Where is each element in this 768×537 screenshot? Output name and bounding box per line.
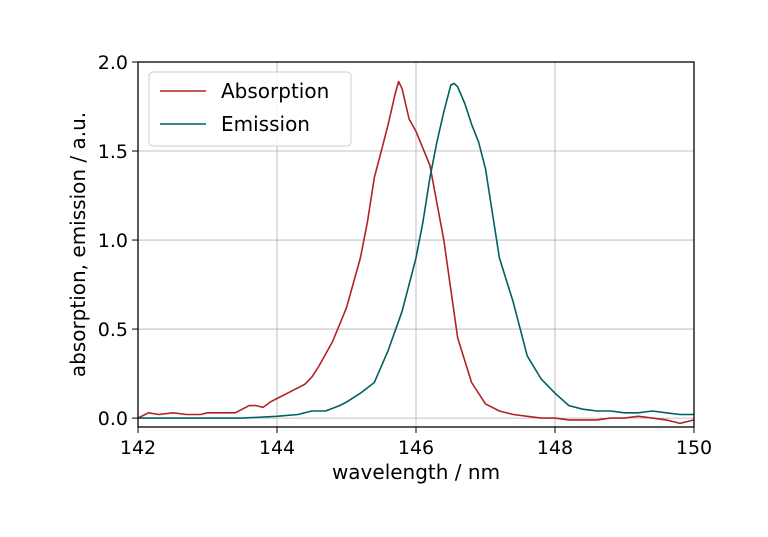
x-tick-label: 146	[398, 437, 434, 459]
y-tick-label: 1.5	[98, 141, 128, 163]
y-tick-label: 0.0	[98, 408, 128, 430]
x-tick-label: 144	[259, 437, 295, 459]
x-tick-label: 148	[537, 437, 573, 459]
series-line-absorption	[137, 80, 695, 425]
legend-label-absorption: Absorption	[221, 79, 329, 103]
y-axis-label: absorption, emission / a.u.	[66, 112, 90, 377]
x-axis-label: wavelength / nm	[332, 460, 500, 484]
x-tick-label: 142	[120, 437, 156, 459]
series-line-emission	[138, 82, 694, 419]
y-tick-label: 1.0	[98, 230, 128, 252]
y-tick-label: 0.5	[98, 319, 128, 341]
x-tick-label: 150	[676, 437, 712, 459]
legend: Absorption Emission	[148, 71, 352, 147]
legend-label-emission: Emission	[221, 112, 310, 136]
series-lines	[137, 80, 695, 425]
y-tick-label: 2.0	[98, 52, 128, 74]
axis-ticks: 142 144 146 148 150 0.0 0.5 1.0 1.5 2.0	[98, 52, 712, 459]
